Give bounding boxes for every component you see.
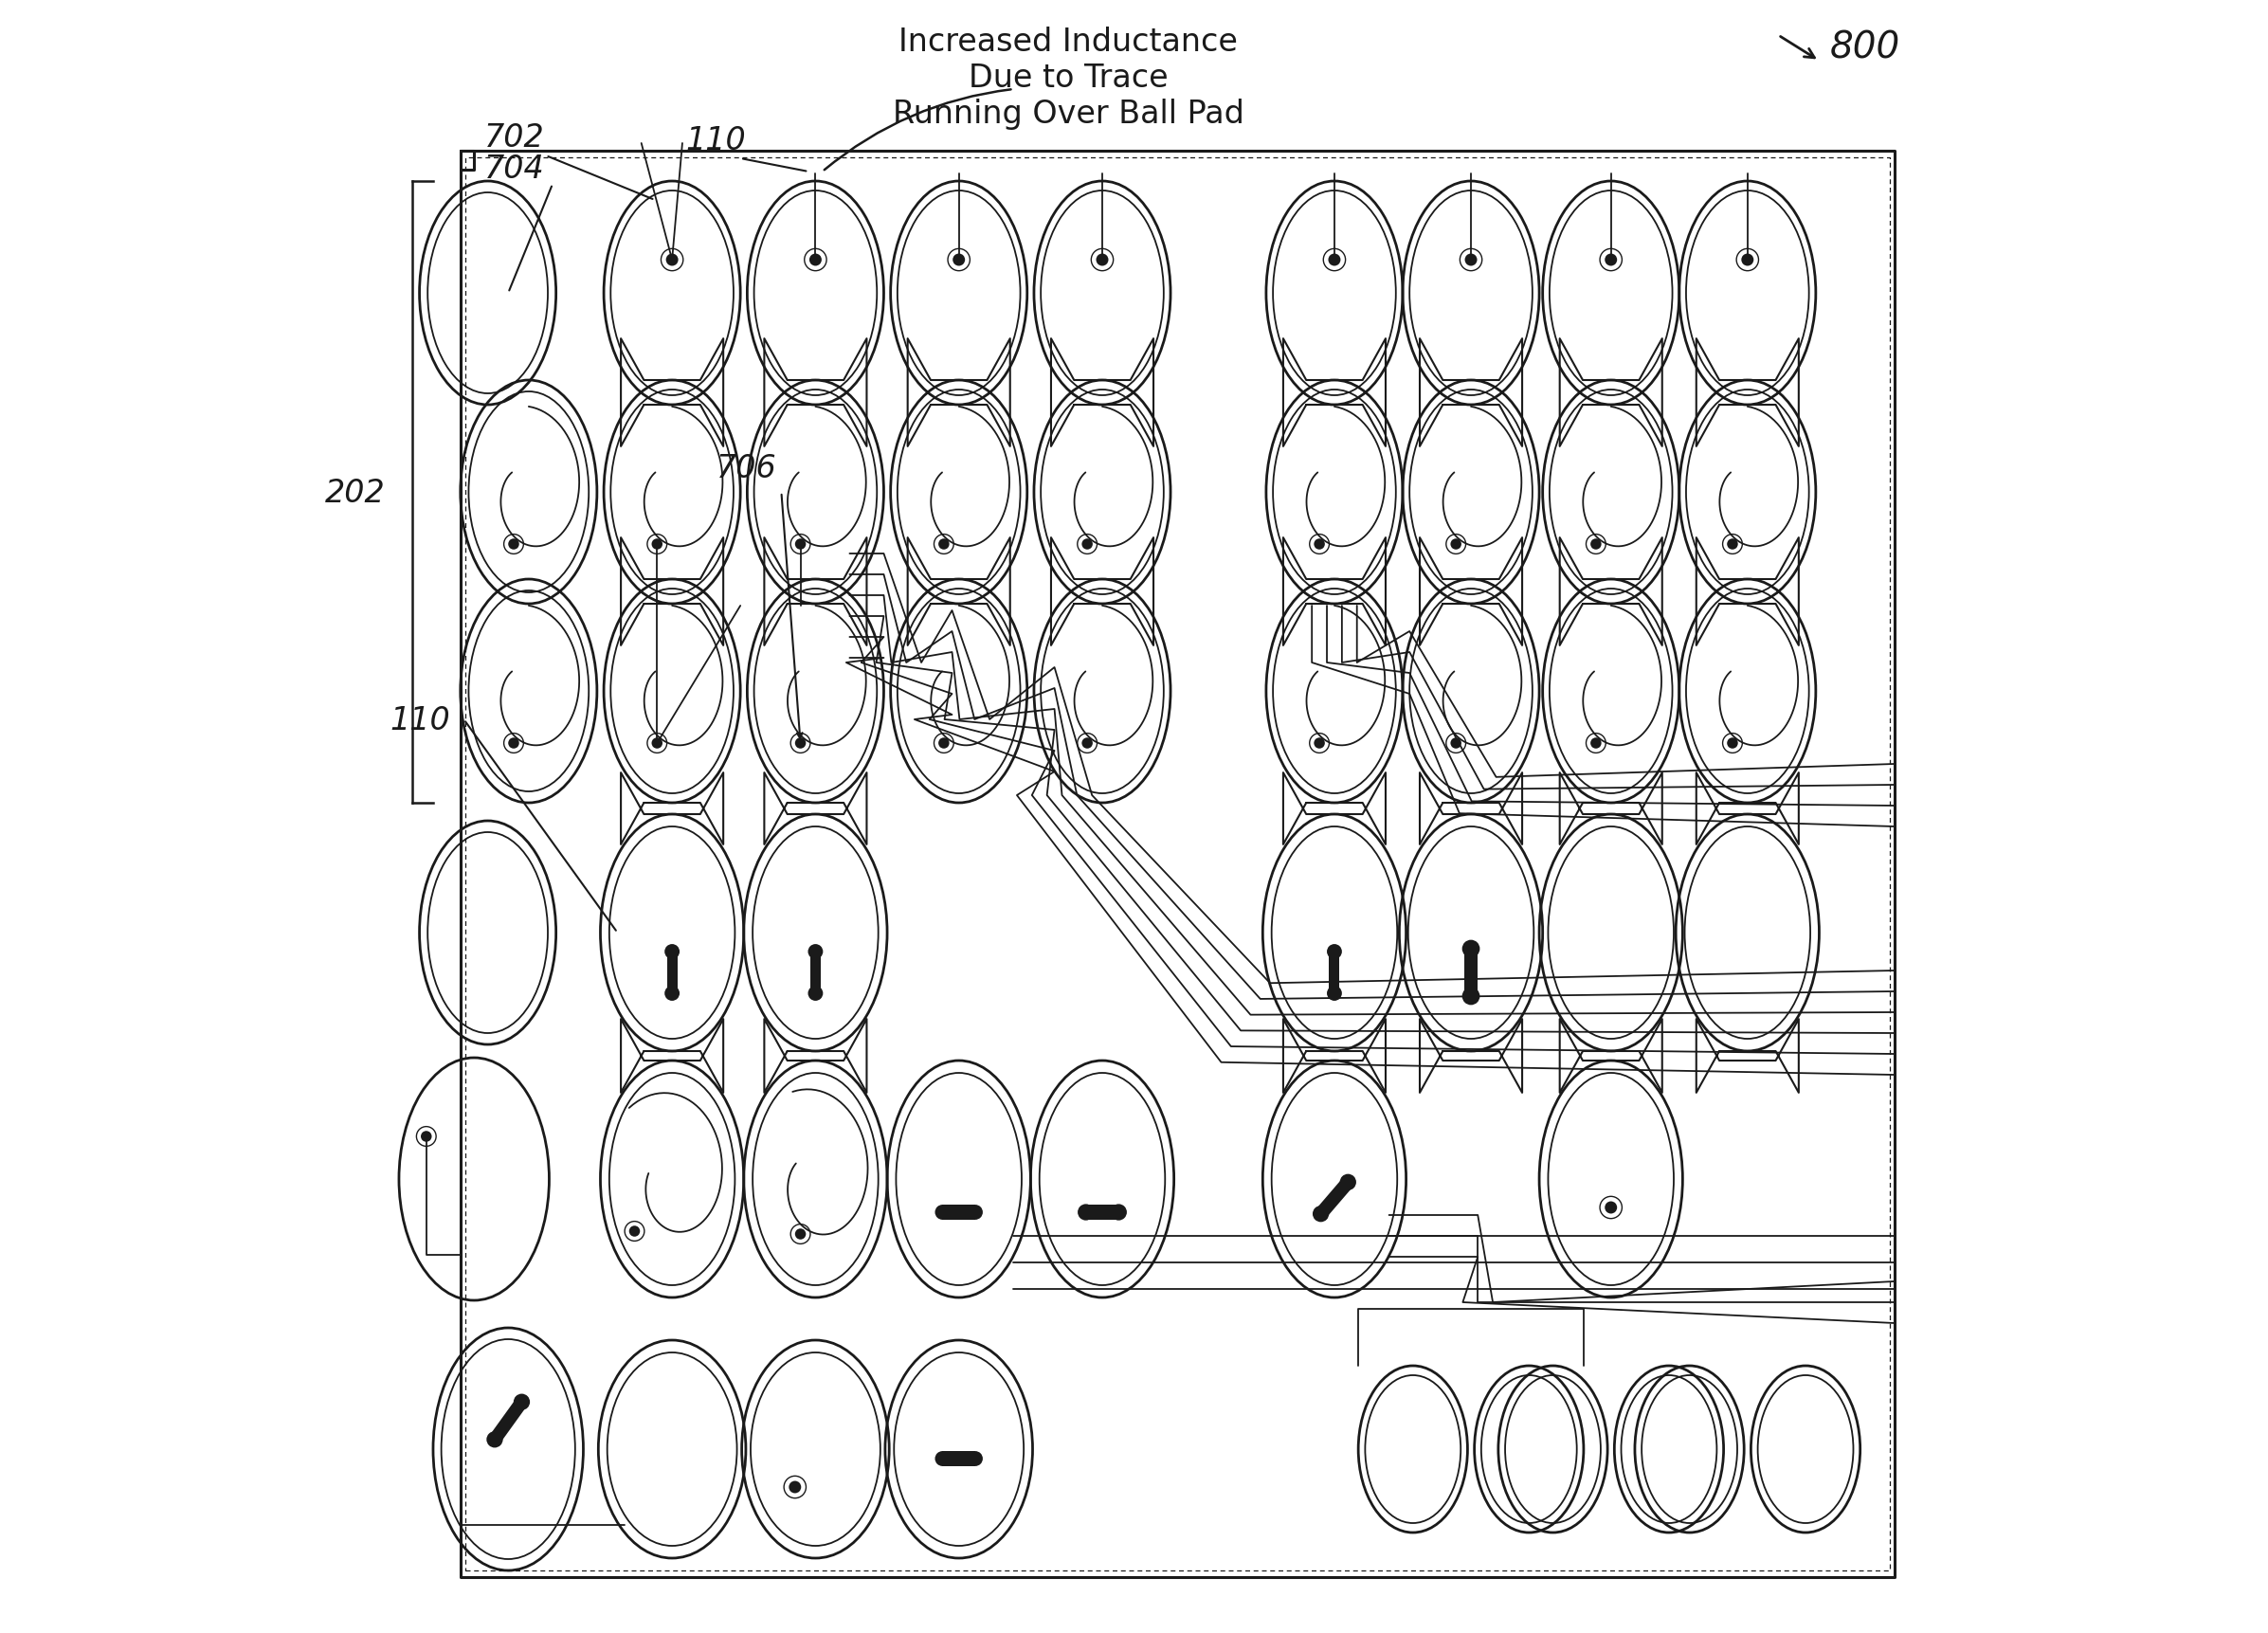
Circle shape bbox=[1742, 255, 1753, 266]
Circle shape bbox=[1327, 944, 1343, 960]
Circle shape bbox=[1327, 986, 1343, 1001]
Circle shape bbox=[422, 1132, 431, 1141]
Circle shape bbox=[1452, 738, 1461, 750]
Text: Increased Inductance
Due to Trace
Running Over Ball Pad: Increased Inductance Due to Trace Runnin… bbox=[891, 26, 1243, 131]
Circle shape bbox=[968, 1205, 982, 1220]
Polygon shape bbox=[943, 1205, 975, 1220]
Circle shape bbox=[1606, 1202, 1617, 1213]
Circle shape bbox=[934, 1452, 950, 1466]
Polygon shape bbox=[490, 1396, 526, 1445]
Circle shape bbox=[1463, 941, 1479, 959]
Polygon shape bbox=[1086, 1205, 1118, 1220]
Polygon shape bbox=[1329, 952, 1340, 993]
Circle shape bbox=[1329, 255, 1340, 266]
Circle shape bbox=[1606, 255, 1617, 266]
Circle shape bbox=[953, 255, 964, 266]
Text: 202: 202 bbox=[324, 477, 386, 508]
Circle shape bbox=[1082, 539, 1093, 550]
Circle shape bbox=[968, 1452, 982, 1466]
Circle shape bbox=[810, 255, 821, 266]
Circle shape bbox=[1313, 1205, 1329, 1221]
Circle shape bbox=[1726, 738, 1737, 750]
Text: 702: 702 bbox=[485, 122, 544, 154]
Circle shape bbox=[1340, 1174, 1356, 1190]
Circle shape bbox=[796, 539, 805, 550]
Circle shape bbox=[1726, 539, 1737, 550]
Circle shape bbox=[667, 255, 678, 266]
Circle shape bbox=[1111, 1204, 1127, 1220]
Circle shape bbox=[651, 539, 662, 550]
Polygon shape bbox=[1318, 1176, 1352, 1220]
Polygon shape bbox=[1465, 949, 1476, 996]
Text: 704: 704 bbox=[485, 154, 544, 185]
Circle shape bbox=[1452, 539, 1461, 550]
Circle shape bbox=[807, 986, 823, 1001]
Circle shape bbox=[1465, 255, 1476, 266]
Circle shape bbox=[939, 539, 950, 550]
Circle shape bbox=[508, 539, 519, 550]
Circle shape bbox=[628, 1226, 640, 1236]
Circle shape bbox=[665, 986, 680, 1001]
Circle shape bbox=[513, 1395, 531, 1411]
Circle shape bbox=[1313, 539, 1325, 550]
Circle shape bbox=[1590, 539, 1601, 550]
Circle shape bbox=[1077, 1204, 1093, 1220]
Circle shape bbox=[796, 738, 805, 750]
Text: 706: 706 bbox=[717, 454, 778, 485]
Polygon shape bbox=[810, 952, 821, 993]
Circle shape bbox=[796, 1228, 805, 1239]
Text: 110: 110 bbox=[390, 704, 449, 735]
Circle shape bbox=[488, 1432, 503, 1448]
Circle shape bbox=[1313, 738, 1325, 750]
Text: 800: 800 bbox=[1830, 29, 1901, 65]
Circle shape bbox=[1463, 988, 1479, 1006]
Circle shape bbox=[789, 1481, 801, 1493]
Circle shape bbox=[508, 738, 519, 750]
Circle shape bbox=[1082, 738, 1093, 750]
Polygon shape bbox=[943, 1452, 975, 1466]
Circle shape bbox=[939, 738, 950, 750]
Circle shape bbox=[651, 738, 662, 750]
Circle shape bbox=[807, 944, 823, 960]
Polygon shape bbox=[667, 952, 678, 993]
Circle shape bbox=[934, 1205, 950, 1220]
Text: 110: 110 bbox=[685, 124, 746, 155]
Circle shape bbox=[1095, 255, 1109, 266]
Bar bbox=[465, 158, 1889, 1571]
Circle shape bbox=[665, 944, 680, 960]
Circle shape bbox=[1590, 738, 1601, 750]
